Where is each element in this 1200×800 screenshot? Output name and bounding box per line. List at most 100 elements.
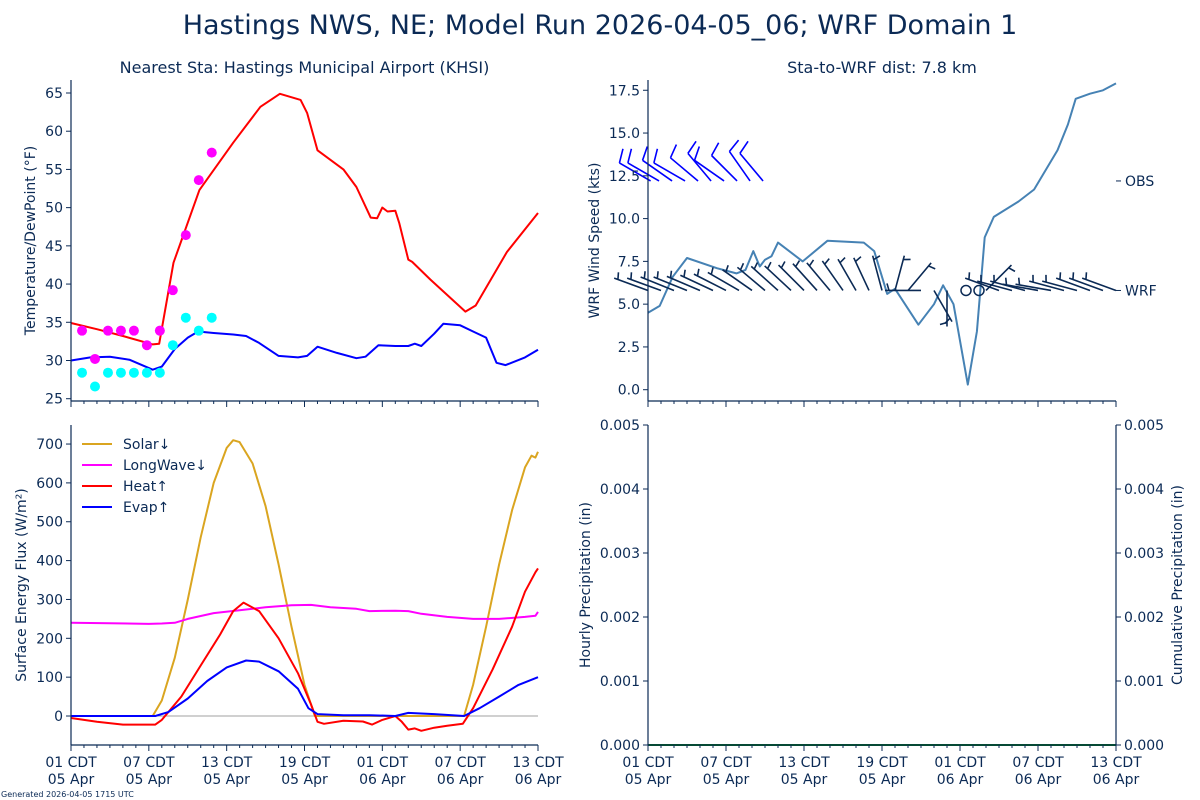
x-tick-label-date: 06 Apr [437,772,484,788]
wind-barb [722,264,753,292]
wind-barb [853,256,870,291]
generated-footer: Generated 2026-04-05 1715 UTC [1,790,134,799]
data-point-observed-temperature [128,325,139,336]
y-tick-label: 300 [36,592,63,608]
wind-barb [669,144,699,182]
y-tick-label: 55 [45,162,63,178]
data-point-observed-dewpoint [180,312,191,323]
series-line-longwave- [70,603,539,625]
y-tick-label: 0.0 [618,383,640,399]
x-tick-label-date: 06 Apr [359,772,406,788]
y-tick-label: 10.0 [609,212,640,228]
wind-barb [728,139,751,182]
data-point-observed-dewpoint [89,381,100,392]
data-point-observed-dewpoint [167,340,178,351]
x-tick-label-date: 05 Apr [126,772,173,788]
wind-barb [985,264,1016,292]
data-point-observed-temperature [89,353,100,364]
wind-barb [627,148,660,182]
x-tick-label-time: 01 CDT [45,755,97,771]
data-point-observed-temperature [141,340,152,351]
y-tick-label: 65 [45,86,63,102]
wind-barb [1015,277,1052,292]
y-axis-label: WRF Wind Speed (kts) [587,163,603,319]
legend-label: Solar↓ [123,437,170,453]
wind-barb [792,260,818,291]
right-y-tick-label: 0.001 [1124,674,1164,690]
y-tick-label: 700 [36,437,63,453]
y-tick-label: 400 [36,554,63,570]
legend-label: Heat↑ [123,479,168,495]
wind-barb [894,255,911,291]
y-tick-label: 5.0 [618,297,640,313]
y-tick-label: 600 [36,476,63,492]
wind-panel: 0.0 2.5 5.0 7.5 10.0 12.5 15.0 17.5 OBS WRF Sta-to… [587,58,1157,407]
wind-barb [626,272,662,292]
x-tick-label-time: 13 CDT [1090,755,1142,771]
wind-barb [736,262,766,292]
wind-barb [666,270,701,292]
y-axis-label: Surface Energy Flux (W/m²) [14,488,30,682]
x-tick-label-date: 05 Apr [703,772,750,788]
y-tick-label: 2.5 [618,340,640,356]
x-tick-label-time: 19 CDT [279,755,331,771]
wind-barb [693,146,725,182]
y-tick-label: 500 [36,515,63,531]
y-tick-label: 200 [36,631,63,647]
wind-barb [1081,272,1117,292]
y-tick-label: 0.000 [600,738,640,754]
x-tick-label-date: 05 Apr [625,772,672,788]
data-point-observed-temperature [77,325,88,336]
wind-barb [907,262,936,291]
y-tick-label: 50 [45,201,63,217]
right-y-tick-label: 0.004 [1124,482,1164,498]
main-title: Hastings NWS, NE; Model Run 2026-04-05_0… [182,10,1018,41]
right-y-tick-label: 0.000 [1124,738,1164,754]
wind-barb [1002,277,1039,292]
x-tick-label-date: 06 Apr [937,772,984,788]
data-point-observed-temperature [154,325,165,336]
x-tick-label-time: 19 CDT [856,755,908,771]
wind-barb [693,268,727,292]
x-tick-label-date: 06 Apr [515,772,562,788]
legend-label: LongWave↓ [123,458,207,474]
right-y-axis-label: Cumulative Precipitation (in) [1170,485,1186,685]
wind-barb [939,290,948,327]
wind-barb [640,271,675,292]
wind-barb [871,255,883,291]
data-point-observed-dewpoint [77,367,88,378]
y-tick-label: 0 [54,709,63,725]
series-line-wrf-dewpoint [70,322,539,371]
wind-barb [821,258,844,291]
wind-barb [837,256,857,291]
wind-barb [687,140,712,182]
data-point-observed-temperature [102,325,113,336]
data-point-observed-dewpoint [128,367,139,378]
y-tick-label: 0.005 [600,418,640,434]
temp-panel: 25 30 35 40 45 50 55 60 65 Nearest Sta: Hastings … [23,58,539,408]
y-axis-label: Hourly Precipitation (in) [578,502,594,668]
y-tick-label: 15.0 [609,126,640,142]
y-tick-label: 7.5 [618,254,640,270]
wind-barb [707,267,740,292]
y-tick-label: 60 [45,124,63,140]
x-tick-label-date: 06 Apr [1093,772,1140,788]
y-tick-label: 0.002 [600,610,640,626]
calm-wind-circle [960,284,972,297]
x-tick-label-time: 01 CDT [357,755,409,771]
y-tick-label: 45 [45,239,63,255]
wind-barb [680,269,714,292]
x-tick-label-time: 07 CDT [434,755,486,771]
right-label-wrf: WRF [1125,283,1157,299]
data-point-observed-dewpoint [115,367,126,378]
data-point-observed-dewpoint [141,367,152,378]
x-tick-label-date: 05 Apr [781,772,828,788]
series-line-solar- [71,439,539,717]
y-tick-label: 40 [45,277,63,293]
y-tick-label: 0.004 [600,482,640,498]
wind-barb [777,261,805,292]
data-point-observed-temperature [115,325,126,336]
y-tick-label: 35 [45,315,63,331]
data-point-observed-dewpoint [102,367,113,378]
